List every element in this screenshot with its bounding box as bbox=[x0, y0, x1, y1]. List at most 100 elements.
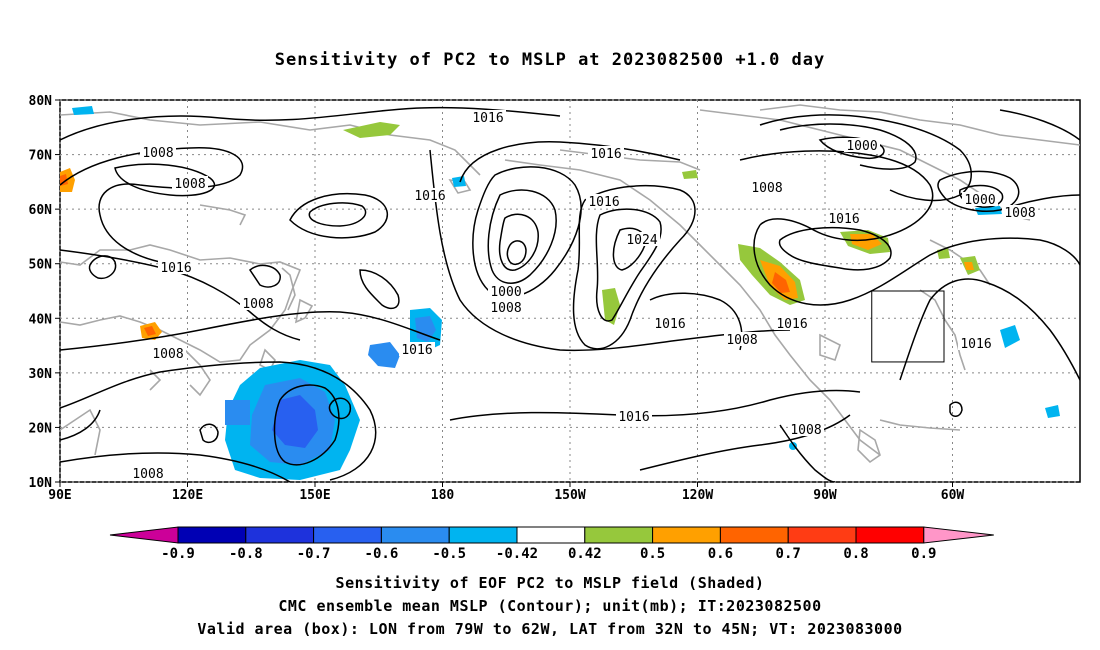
map-title: Sensitivity of PC2 to MSLP at 2023082500… bbox=[274, 50, 826, 70]
latitude-label: 10N bbox=[29, 476, 53, 491]
contour-label: 1016 bbox=[160, 261, 191, 276]
colorbar-tick-label: -0.5 bbox=[432, 546, 466, 562]
mslp-contours bbox=[60, 106, 1080, 482]
longitude-label: 180 bbox=[431, 488, 455, 503]
longitude-axis: 90E 120E 150E 180 150W 120W 90W 60W bbox=[48, 482, 964, 503]
contour-label: 1016 bbox=[401, 343, 432, 358]
contour-label: 1016 bbox=[414, 189, 445, 204]
contour-label: 1008 bbox=[152, 347, 183, 362]
contour-label-bg bbox=[749, 180, 785, 194]
colorbar-min-triangle bbox=[109, 526, 179, 544]
latitude-axis: 80N 70N 60N 50N 40N 30N 20N 10N bbox=[29, 94, 60, 491]
contour-label: 1016 bbox=[588, 195, 619, 210]
contour-label-bg bbox=[412, 188, 448, 202]
colorbar-cell bbox=[584, 526, 654, 544]
contour-label-bg bbox=[616, 409, 652, 423]
longitude-label: 120E bbox=[172, 488, 203, 503]
colorbar: -0.9 -0.8 -0.7 -0.6 -0.5 -0.42 0.42 0.5 0.6 0.7 0.… bbox=[109, 526, 994, 562]
colorbar-cell bbox=[177, 526, 247, 544]
colorbar-tick-label: -0.7 bbox=[297, 546, 331, 562]
contour-label-bg bbox=[158, 260, 194, 274]
contour-label: 1016 bbox=[590, 147, 621, 162]
contour-label-bg bbox=[140, 145, 176, 159]
caption-line-3: Valid area (box): LON from 79W to 62W, L… bbox=[197, 620, 903, 638]
contour-label-bg bbox=[470, 110, 506, 124]
contour-label-bg bbox=[586, 194, 622, 208]
contour-label: 1008 bbox=[174, 177, 205, 192]
contour-label-bg bbox=[774, 316, 810, 330]
latitude-label: 50N bbox=[29, 258, 53, 273]
caption-line-2: CMC ensemble mean MSLP (Contour); unit(m… bbox=[278, 597, 822, 615]
longitude-label: 60W bbox=[941, 488, 965, 503]
valid-area-box bbox=[871, 290, 945, 363]
contour-label: 1008 bbox=[790, 423, 821, 438]
longitude-label: 90E bbox=[48, 488, 71, 503]
colorbar-tick-label: -0.42 bbox=[496, 546, 538, 562]
contour-label-bg bbox=[724, 332, 760, 346]
colorbar-cell bbox=[719, 526, 789, 544]
contour-label: 1016 bbox=[960, 337, 991, 352]
contour-label-bg bbox=[399, 342, 435, 356]
caption-line-1: Sensitivity of EOF PC2 to MSLP field (Sh… bbox=[335, 574, 765, 592]
contour-label-bg bbox=[826, 211, 862, 225]
contour-label: 1008 bbox=[1004, 206, 1035, 221]
latitude-label: 80N bbox=[29, 94, 53, 109]
colorbar-cell bbox=[448, 526, 518, 544]
colorbar-tick-label: -0.9 bbox=[161, 546, 195, 562]
contour-label-bg bbox=[150, 346, 186, 360]
contour-label-bg bbox=[624, 232, 660, 246]
contour-label: 1024 bbox=[626, 233, 657, 248]
contour-label-bg bbox=[844, 138, 880, 152]
contour-label-bg bbox=[240, 296, 276, 310]
colorbar-tick-label: -0.8 bbox=[229, 546, 263, 562]
shaded-sensitivity bbox=[60, 106, 1060, 480]
contour-label-bg bbox=[652, 316, 688, 330]
colorbar-tick-label: 0.7 bbox=[776, 546, 801, 562]
colorbar-tick-label: 0.5 bbox=[640, 546, 665, 562]
colorbar-tick-label: 0.8 bbox=[843, 546, 868, 562]
contour-label: 1016 bbox=[472, 111, 503, 126]
colorbar-cell bbox=[787, 526, 857, 544]
longitude-label: 90W bbox=[813, 488, 837, 503]
latitude-label: 40N bbox=[29, 312, 53, 327]
contour-label: 1008 bbox=[726, 333, 757, 348]
latitude-label: 60N bbox=[29, 203, 53, 218]
colorbar-cell bbox=[245, 526, 315, 544]
longitude-label: 120W bbox=[682, 488, 713, 503]
longitude-label: 150W bbox=[554, 488, 585, 503]
contour-label-bg bbox=[172, 176, 208, 190]
contour-label: 1008 bbox=[490, 301, 521, 316]
contour-label: 1016 bbox=[618, 410, 649, 425]
colorbar-max-triangle bbox=[923, 526, 994, 544]
contour-label: 1016 bbox=[828, 212, 859, 227]
contour-label-bg bbox=[588, 146, 624, 160]
contour-label: 1016 bbox=[776, 317, 807, 332]
contour-label: 1008 bbox=[142, 146, 173, 161]
map-gridlines bbox=[59, 99, 1080, 483]
colorbar-cell bbox=[855, 526, 925, 544]
contour-label: 1008 bbox=[132, 467, 163, 482]
colorbar-cell bbox=[313, 526, 382, 544]
contour-label: 1008 bbox=[751, 181, 782, 196]
contour-label-bg bbox=[962, 192, 998, 206]
contour-label: 1000 bbox=[964, 193, 995, 208]
contour-label-bg bbox=[130, 466, 166, 480]
colorbar-tick-label: 0.42 bbox=[568, 546, 602, 562]
colorbar-tick-label: 0.9 bbox=[911, 546, 936, 562]
contour-label-bg bbox=[488, 300, 524, 314]
latitude-label: 70N bbox=[29, 149, 53, 164]
contour-label-bg bbox=[788, 422, 824, 436]
contour-label: 1000 bbox=[846, 139, 877, 154]
contour-label-bg bbox=[488, 284, 524, 298]
colorbar-cell bbox=[652, 526, 721, 544]
latitude-label: 30N bbox=[29, 367, 53, 382]
contour-label: 1000 bbox=[490, 285, 521, 300]
colorbar-cell bbox=[380, 526, 450, 544]
colorbar-tick-label: 0.6 bbox=[708, 546, 733, 562]
contour-label-bg bbox=[1002, 205, 1038, 219]
colorbar-cell bbox=[516, 526, 586, 544]
colorbar-tick-label: -0.6 bbox=[365, 546, 399, 562]
contour-label-bg bbox=[958, 336, 994, 350]
